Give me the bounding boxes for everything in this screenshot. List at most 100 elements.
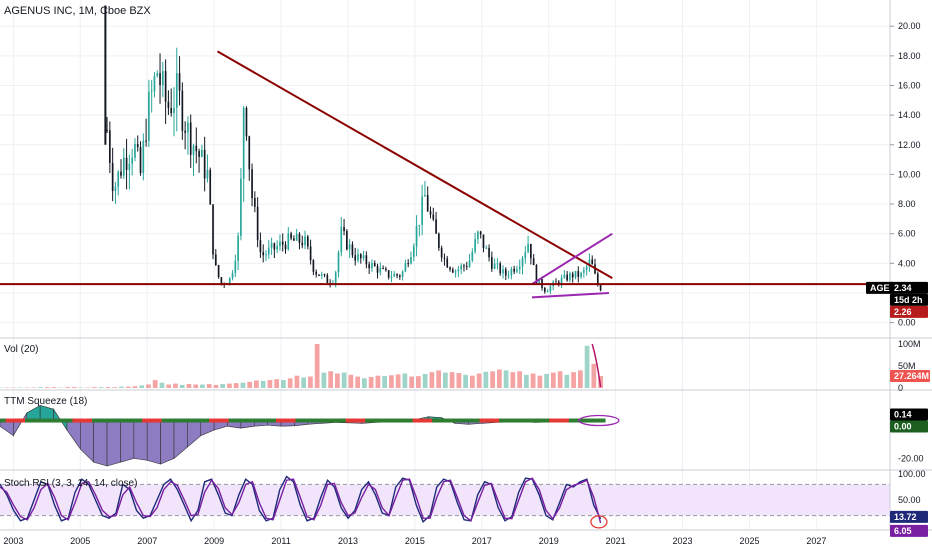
- candle-body[interactable]: [385, 268, 387, 271]
- candle-body[interactable]: [136, 144, 139, 148]
- volume-bar[interactable]: [287, 378, 293, 388]
- candle-body[interactable]: [443, 257, 446, 259]
- candle-body[interactable]: [382, 268, 384, 270]
- candle-body[interactable]: [237, 235, 239, 261]
- volume-bar[interactable]: [247, 381, 253, 388]
- candle-body[interactable]: [334, 272, 337, 283]
- volume-bar[interactable]: [382, 376, 388, 388]
- candle-body[interactable]: [477, 231, 479, 240]
- candle-body[interactable]: [398, 275, 401, 277]
- candle-body[interactable]: [560, 277, 563, 285]
- candle-body[interactable]: [134, 144, 136, 158]
- candle-body[interactable]: [504, 269, 507, 276]
- candle-body[interactable]: [465, 266, 468, 268]
- descending-trendline[interactable]: [216, 50, 613, 280]
- candle-body[interactable]: [150, 90, 153, 92]
- candle-body[interactable]: [175, 73, 178, 108]
- volume-bar[interactable]: [125, 386, 131, 388]
- candle-body[interactable]: [131, 157, 133, 164]
- candle-body[interactable]: [596, 273, 599, 285]
- volume-bar[interactable]: [530, 373, 536, 388]
- volume-bar[interactable]: [416, 376, 421, 388]
- candle-body[interactable]: [585, 266, 588, 271]
- candle-body[interactable]: [228, 277, 231, 284]
- volume-bar[interactable]: [476, 373, 482, 388]
- candle-body[interactable]: [451, 269, 454, 273]
- volume-bar[interactable]: [510, 372, 516, 388]
- candle-body[interactable]: [220, 277, 223, 284]
- candle-body[interactable]: [518, 266, 521, 270]
- candle-body[interactable]: [460, 265, 463, 270]
- candle-body[interactable]: [109, 130, 111, 163]
- candle-body[interactable]: [591, 259, 594, 265]
- volume-bar[interactable]: [274, 379, 280, 388]
- volume-bar[interactable]: [443, 372, 448, 388]
- volume-bar[interactable]: [193, 384, 199, 388]
- candle-body[interactable]: [217, 265, 220, 278]
- volume-bar[interactable]: [490, 371, 495, 388]
- volume-bar[interactable]: [571, 372, 576, 388]
- volume-bar[interactable]: [71, 387, 77, 388]
- candle-body[interactable]: [270, 243, 273, 248]
- candle-body[interactable]: [209, 169, 212, 205]
- candle-body[interactable]: [240, 178, 242, 236]
- candle-body[interactable]: [471, 251, 474, 261]
- candle-body[interactable]: [173, 107, 175, 114]
- stoch-k-line[interactable]: [0, 475, 602, 523]
- volume-bar[interactable]: [44, 387, 50, 388]
- candle-body[interactable]: [167, 101, 170, 109]
- candle-body[interactable]: [362, 255, 365, 259]
- candle-body[interactable]: [365, 255, 368, 265]
- volume-bar[interactable]: [166, 384, 172, 388]
- volume-bar[interactable]: [456, 373, 462, 388]
- candle-body[interactable]: [170, 108, 173, 114]
- candle-body[interactable]: [304, 236, 306, 246]
- volume-bar[interactable]: [132, 386, 138, 388]
- candle-body[interactable]: [513, 268, 515, 272]
- ttm-squeeze-pane[interactable]: [0, 404, 620, 467]
- candle-body[interactable]: [424, 194, 426, 197]
- candle-body[interactable]: [440, 247, 443, 258]
- candle-body[interactable]: [201, 149, 203, 157]
- volume-bar[interactable]: [523, 374, 529, 388]
- candle-body[interactable]: [496, 263, 499, 265]
- candle-body[interactable]: [574, 271, 577, 278]
- candle-body[interactable]: [340, 227, 343, 253]
- volume-bar[interactable]: [550, 372, 556, 388]
- candle-body[interactable]: [429, 211, 432, 215]
- volume-bar[interactable]: [186, 384, 192, 388]
- candle-body[interactable]: [262, 252, 265, 256]
- volume-bar[interactable]: [348, 374, 354, 388]
- volume-bar[interactable]: [51, 387, 57, 388]
- volume-bar[interactable]: [301, 377, 307, 388]
- volume-bar[interactable]: [152, 380, 158, 388]
- candle-body[interactable]: [499, 263, 502, 274]
- candle-body[interactable]: [159, 73, 161, 86]
- volume-bar[interactable]: [517, 371, 522, 388]
- candle-body[interactable]: [379, 268, 382, 273]
- volume-bar[interactable]: [483, 371, 489, 388]
- candle-body[interactable]: [599, 284, 602, 291]
- candle-body[interactable]: [251, 169, 253, 199]
- candle-body[interactable]: [234, 260, 237, 274]
- volume-bar[interactable]: [281, 380, 286, 388]
- candle-body[interactable]: [164, 71, 167, 102]
- candle-body[interactable]: [267, 247, 270, 255]
- candle-body[interactable]: [410, 256, 412, 264]
- volume-bar[interactable]: [368, 377, 374, 388]
- candle-body[interactable]: [555, 281, 557, 283]
- volume-bar[interactable]: [146, 384, 151, 388]
- volume-bar[interactable]: [429, 372, 435, 388]
- candle-body[interactable]: [510, 268, 513, 276]
- candle-body[interactable]: [273, 243, 276, 250]
- candle-body[interactable]: [524, 252, 527, 258]
- candle-body[interactable]: [214, 254, 217, 266]
- candle-body[interactable]: [532, 258, 535, 266]
- volume-bar[interactable]: [449, 372, 455, 388]
- volume-bar[interactable]: [584, 345, 590, 388]
- volume-bar[interactable]: [159, 382, 165, 388]
- candle-body[interactable]: [449, 267, 451, 270]
- candle-body[interactable]: [359, 254, 362, 259]
- candle-body[interactable]: [192, 145, 195, 155]
- candle-body[interactable]: [306, 236, 309, 247]
